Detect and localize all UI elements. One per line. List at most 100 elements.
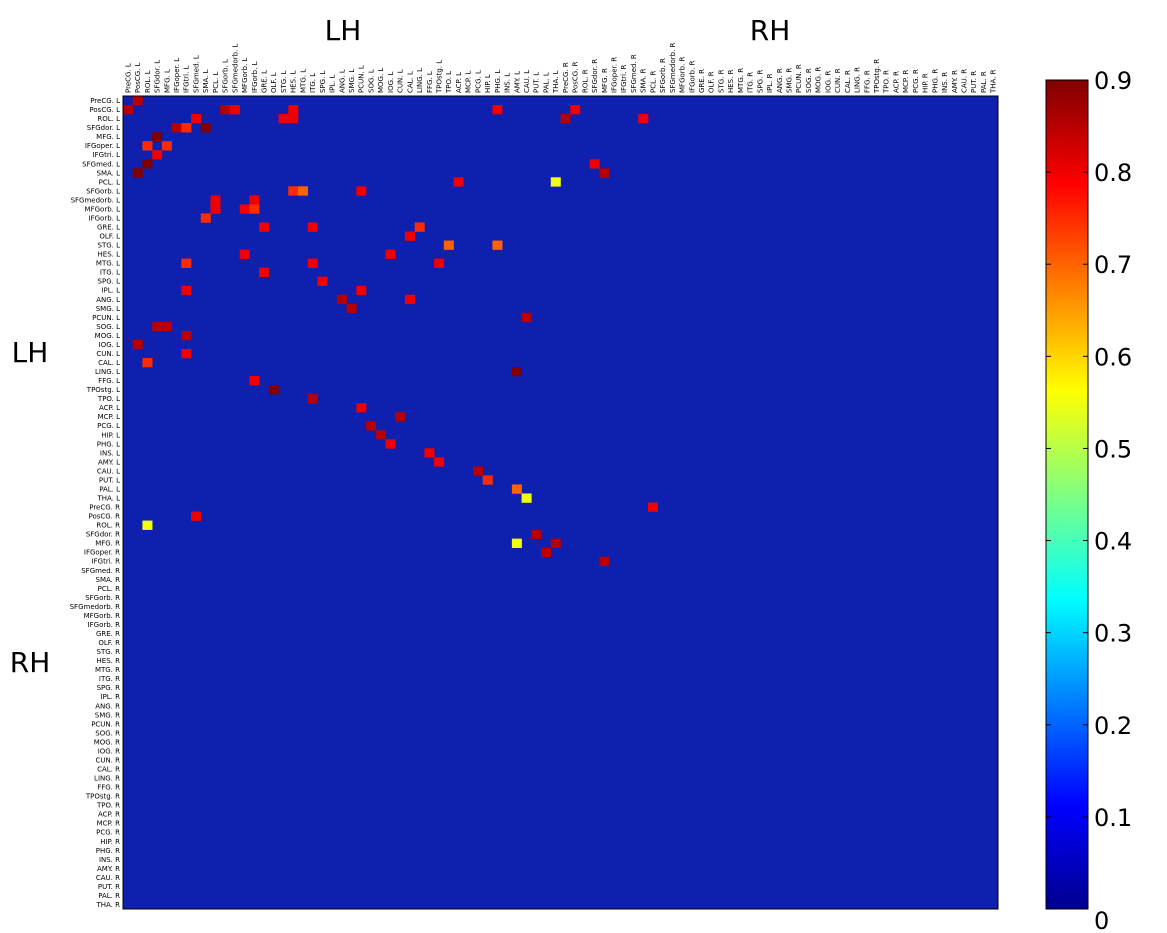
x-tick-label: PosCG. R xyxy=(572,61,580,93)
x-tick-label: STG. L xyxy=(280,70,288,93)
heatmap-cell xyxy=(181,258,192,268)
y-tick-label: FFG. L xyxy=(98,377,120,385)
y-tick-label: PosCG. R xyxy=(88,513,120,521)
heatmap-cell xyxy=(132,339,143,350)
heatmap-cell xyxy=(161,321,172,332)
heatmap-cell xyxy=(220,105,231,115)
y-tick-label: LING. L xyxy=(95,368,120,376)
y-tick-label: SFGorb. R xyxy=(85,594,120,602)
x-tick-label: PCL. R xyxy=(649,71,657,93)
heatmap-cell xyxy=(229,105,240,115)
x-tick-label: TPOstg. L xyxy=(435,60,443,94)
y-tick-label: PUT. R xyxy=(98,883,120,891)
x-tick-label: PCG. L xyxy=(474,70,482,93)
x-tick-label: PHG. R xyxy=(931,69,939,93)
x-tick-label: PreCG. R xyxy=(562,62,570,93)
heatmap-cell xyxy=(210,195,221,205)
y-tick-label: CUN. R xyxy=(95,756,120,764)
x-tick-label: INS. R xyxy=(941,72,949,93)
y-tick-label: THA. R xyxy=(95,901,120,909)
heatmap-cell xyxy=(473,466,484,476)
y-tick-label: SMG. R xyxy=(95,711,120,719)
heatmap-cell xyxy=(142,141,153,151)
x-tick-label: IFGorb. R xyxy=(688,60,696,93)
heatmap-cell xyxy=(492,105,503,115)
heatmap-cell xyxy=(414,222,425,232)
colorbar-tick-label: 0.1 xyxy=(1094,804,1132,832)
y-tick-label: ACP. L xyxy=(99,404,120,412)
heatmap-cell xyxy=(152,321,163,332)
colorbar-tick-label: 0.6 xyxy=(1094,343,1132,371)
x-tick-label: TPO. R xyxy=(883,70,891,94)
x-tick-label: PAL. L xyxy=(542,72,550,93)
y-tick-label: MFG. R xyxy=(95,540,120,548)
heatmap-cell xyxy=(123,105,134,115)
heatmap-cell xyxy=(268,385,279,395)
y-tick-label: HES. L xyxy=(98,251,121,259)
heatmap-cell xyxy=(288,114,299,124)
side-upper-group-label: LH xyxy=(12,336,49,369)
heatmap-cell xyxy=(259,222,270,232)
y-tick-label: TPO. L xyxy=(97,395,120,403)
y-tick-label: HIP. R xyxy=(100,838,120,846)
heatmap-cell xyxy=(181,330,192,341)
x-tick-label: SMA. R xyxy=(640,68,648,93)
heatmap-cell xyxy=(307,394,318,404)
y-tick-label: MFG. L xyxy=(96,133,120,141)
x-tick-label: HIP. L xyxy=(484,74,492,93)
heatmap-cell xyxy=(356,403,367,413)
top-right-group-label: RH xyxy=(750,14,791,47)
x-tick-label: SMG. L xyxy=(348,69,356,93)
x-tick-label: AMY. L xyxy=(513,71,521,93)
y-tick-label: MFGorb. R xyxy=(84,612,121,620)
y-tick-label: SMA. L xyxy=(97,169,121,177)
x-tick-label: PreCG. L xyxy=(124,63,132,93)
heatmap-cell xyxy=(200,123,211,133)
heatmap-cell xyxy=(288,105,299,115)
x-tick-label: MFG. L xyxy=(163,69,171,93)
y-tick-label: SFGmedorb. L xyxy=(71,196,121,204)
x-tick-label: SFGorb. L xyxy=(222,59,230,93)
x-tick-label: PHG. L xyxy=(494,70,502,93)
heatmap-cell xyxy=(434,258,445,268)
x-tick-label: SPG. L xyxy=(319,70,327,93)
y-tick-label: CAL. L xyxy=(98,359,120,367)
y-tick-label: MOG. R xyxy=(94,738,120,746)
y-tick-label: PAL. R xyxy=(98,892,120,900)
x-tick-label: HES. L xyxy=(290,70,298,93)
x-tick-label: MOG. R xyxy=(815,67,823,93)
y-tick-label: ITG. R xyxy=(99,675,120,683)
y-tick-label: IFGtri. L xyxy=(93,151,121,159)
heatmap-cell xyxy=(181,285,192,296)
x-tick-label: CUN. L xyxy=(397,69,405,93)
y-tick-label: TPOstg. R xyxy=(85,793,120,801)
x-tick-label: ROL. L xyxy=(144,70,152,93)
y-tick-label: PUT. L xyxy=(99,476,120,484)
y-tick-label: CAL. R xyxy=(97,765,120,773)
y-tick-label: STG. L xyxy=(98,242,121,250)
x-tick-label: THA. L xyxy=(552,70,560,94)
heatmap-cell xyxy=(278,114,289,124)
y-tick-label: SFGdor. R xyxy=(86,531,120,539)
y-tick-label: MCP. R xyxy=(97,820,121,828)
y-tick-label: PCL. L xyxy=(99,178,120,186)
heatmap-cell xyxy=(492,240,503,250)
colorbar-ticks: 0.9 0.8 0.7 0.6 0.5 0.4 0.3 0.2 0.1 0 xyxy=(1046,67,1132,933)
colorbar-tick-label: 0.4 xyxy=(1094,528,1132,556)
x-tick-label: SMA. L xyxy=(202,69,210,93)
y-tick-label: INS. R xyxy=(99,856,120,864)
heatmap-cell xyxy=(453,177,464,187)
y-tick-label: SMG. L xyxy=(96,305,120,313)
heatmap-cell xyxy=(181,123,192,133)
heatmap-cell xyxy=(132,168,143,178)
y-tick-label: MFGorb. L xyxy=(85,205,121,213)
heatmap-cell xyxy=(521,312,532,323)
x-tick-label: MCP. R xyxy=(902,69,910,93)
heatmap-cell xyxy=(366,421,377,431)
y-tick-label: HIP. L xyxy=(101,431,120,439)
y-tick-label: PCG. L xyxy=(97,422,120,430)
heatmap-cell xyxy=(424,448,435,458)
side-lower-group-label: RH xyxy=(10,646,51,679)
heatmap-cell xyxy=(307,222,318,232)
x-tick-label: ANG. R xyxy=(776,68,784,93)
